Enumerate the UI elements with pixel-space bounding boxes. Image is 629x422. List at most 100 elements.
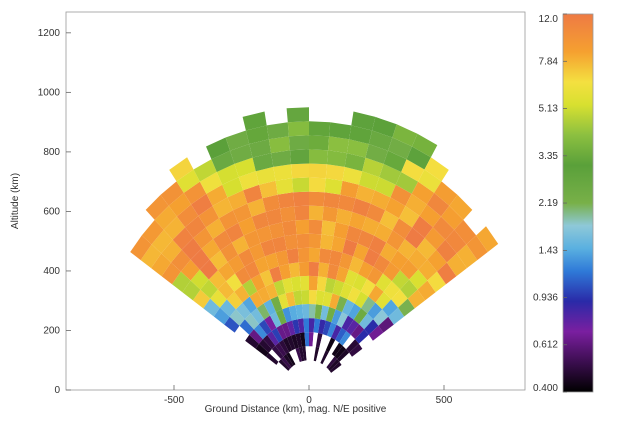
radar-cell	[205, 218, 226, 239]
radar-cell	[161, 262, 181, 285]
radar-cell	[337, 349, 350, 362]
radar-cell	[322, 291, 333, 307]
radar-cell	[300, 275, 309, 291]
radar-cell	[315, 333, 323, 348]
radar-cell	[346, 319, 360, 335]
radar-cell	[235, 266, 251, 285]
radar-cell	[312, 332, 319, 347]
colorbar-gradient	[562, 13, 594, 393]
radar-cell	[268, 136, 290, 154]
radar-cell	[385, 197, 406, 219]
radar-cell	[336, 312, 348, 328]
radar-cell	[331, 324, 342, 340]
radar-cell	[309, 163, 327, 179]
radar-cell	[262, 194, 280, 212]
radar-cell	[309, 177, 326, 193]
radar-cell	[140, 244, 162, 269]
radar-cell	[278, 293, 289, 310]
radar-cell	[339, 352, 352, 365]
radar-cell	[293, 290, 303, 306]
radar-cell	[238, 171, 260, 191]
radar-cell	[309, 191, 325, 207]
radar-cell	[249, 291, 264, 309]
radar-cell	[323, 192, 341, 209]
radar-cell	[325, 306, 336, 323]
radar-cell	[350, 324, 365, 340]
y-tick-label: 0	[54, 385, 60, 396]
radar-cell	[318, 319, 326, 335]
radar-cell	[288, 135, 309, 151]
radar-cell	[266, 122, 289, 140]
radar-cell	[244, 261, 260, 279]
radar-cell	[249, 329, 263, 344]
radar-cell	[322, 206, 338, 223]
radar-cell	[206, 137, 230, 160]
radar-cell	[351, 111, 376, 131]
radar-cell	[332, 279, 345, 296]
radar-cell	[227, 190, 248, 211]
radar-cell	[151, 229, 173, 254]
radar-cell	[229, 309, 245, 326]
radar-cell	[309, 121, 331, 137]
radar-cell	[231, 235, 250, 255]
colorbar-tick-label: 0.936	[533, 293, 558, 304]
radar-cell	[151, 253, 172, 277]
radar-cell	[264, 252, 279, 270]
radar-cell	[331, 309, 342, 325]
radar-cell	[390, 184, 412, 206]
radar-cell	[418, 259, 438, 281]
radar-cell	[242, 279, 258, 297]
colorbar-tick-label: 0.400	[533, 383, 558, 394]
radar-cell	[326, 356, 338, 369]
radar-cell	[367, 302, 383, 320]
radar-cell	[324, 354, 335, 368]
colorbar: 12.0 7.84 5.13 3.35 2.19 1.43 0.936 0.612 0.400	[533, 13, 594, 394]
radar-cell	[243, 230, 261, 249]
x-axis-label: Ground Distance (km), mag. N/E positive	[205, 404, 387, 415]
radar-cell	[391, 289, 408, 308]
radar-cell	[311, 346, 316, 361]
y-tick-label: 1200	[38, 28, 61, 39]
radar-cell	[392, 218, 413, 239]
radar-cell	[225, 222, 244, 243]
radar-cell	[278, 339, 290, 355]
radar-cell	[243, 184, 263, 204]
radar-cell	[353, 308, 368, 325]
radar-cell	[270, 312, 282, 328]
radar-cell	[476, 226, 499, 252]
radar-cell	[304, 332, 309, 347]
radar-cell	[298, 346, 305, 362]
radar-cell	[242, 111, 267, 131]
radar-cell	[355, 329, 369, 344]
radar-cell	[275, 342, 287, 357]
radar-cell	[263, 299, 276, 316]
radar-cell	[398, 298, 415, 317]
radar-cell	[303, 318, 309, 333]
y-tick-label: 400	[43, 266, 60, 277]
radar-cell	[348, 303, 362, 320]
radar-cell	[190, 269, 209, 290]
radar-cell	[466, 235, 488, 261]
radar-cell	[219, 210, 239, 231]
radar-cell	[418, 169, 442, 193]
radar-cell	[328, 339, 340, 355]
colorbar-tick-label: 2.19	[539, 198, 559, 209]
radar-cell	[282, 306, 293, 323]
radar-cell	[345, 225, 362, 244]
radar-cell	[280, 206, 296, 223]
radar-cell	[359, 313, 374, 330]
radar-cell	[219, 299, 236, 317]
radar-cell	[331, 342, 343, 357]
radar-cell	[346, 339, 359, 353]
radar-cell	[319, 248, 332, 264]
radar-cell	[416, 238, 437, 260]
radar-cell	[333, 222, 349, 240]
radar-cell	[217, 281, 235, 300]
radar-cell	[313, 318, 321, 333]
radar-cell	[199, 259, 218, 280]
radar-cell	[226, 291, 243, 310]
radar-cell	[374, 177, 396, 198]
radar-cell	[319, 334, 327, 349]
radar-cell	[379, 242, 398, 262]
radar-cell	[217, 262, 235, 282]
